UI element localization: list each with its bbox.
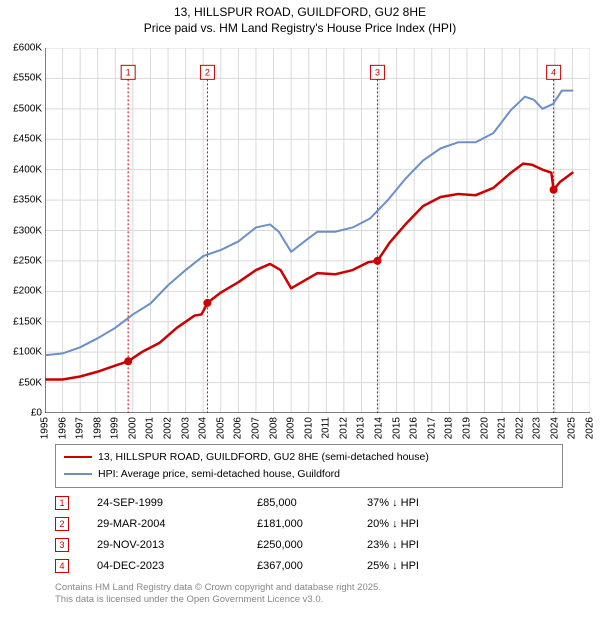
transaction-row: 4 04-DEC-2023£367,00025% ↓ HPI [55, 555, 487, 576]
legend-item: HPI: Average price, semi-detached house,… [64, 466, 554, 483]
x-tick-label: 2015 [391, 417, 402, 439]
y-tick-label: £500K [13, 103, 42, 114]
transaction-date: 24-SEP-1999 [97, 497, 257, 509]
transaction-marker: 3 [55, 538, 69, 552]
legend-item: 13, HILLSPUR ROAD, GUILDFORD, GU2 8HE (s… [64, 449, 554, 466]
x-tick-label: 2021 [497, 417, 508, 439]
transaction-diff: 23% ↓ HPI [367, 539, 487, 551]
transaction-date: 29-MAR-2004 [97, 518, 257, 530]
legend: 13, HILLSPUR ROAD, GUILDFORD, GU2 8HE (s… [55, 444, 563, 488]
x-tick-label: 2016 [409, 417, 420, 439]
attribution-line-2: This data is licensed under the Open Gov… [55, 594, 381, 606]
transaction-marker: 4 [55, 559, 69, 573]
y-tick-label: £600K [13, 43, 42, 54]
transaction-price: £181,000 [257, 518, 367, 530]
y-tick-label: £250K [13, 255, 42, 266]
y-tick-label: £300K [13, 225, 42, 236]
legend-label: 13, HILLSPUR ROAD, GUILDFORD, GU2 8HE (s… [98, 449, 429, 466]
x-tick-label: 2008 [268, 417, 279, 439]
chart-svg: 1 2 3 4 [45, 48, 590, 413]
x-tick-label: 2012 [338, 417, 349, 439]
legend-swatch [64, 456, 92, 458]
svg-text:4: 4 [551, 67, 556, 77]
x-tick-label: 2000 [127, 417, 138, 439]
x-tick-label: 2019 [461, 417, 472, 439]
svg-text:1: 1 [126, 67, 131, 77]
svg-text:3: 3 [375, 67, 380, 77]
legend-label: HPI: Average price, semi-detached house,… [98, 466, 340, 483]
x-tick-label: 2001 [145, 417, 156, 439]
x-tick-label: 1998 [92, 417, 103, 439]
y-tick-label: £150K [13, 316, 42, 327]
y-tick-label: £450K [13, 134, 42, 145]
x-tick-label: 2023 [532, 417, 543, 439]
x-tick-label: 2010 [303, 417, 314, 439]
x-tick-label: 1996 [57, 417, 68, 439]
x-tick-label: 2002 [163, 417, 174, 439]
x-tick-label: 1997 [75, 417, 86, 439]
chart-title-block: 13, HILLSPUR ROAD, GUILDFORD, GU2 8HE Pr… [0, 0, 600, 36]
y-tick-label: £200K [13, 286, 42, 297]
x-tick-label: 1995 [40, 417, 51, 439]
legend-swatch [64, 473, 92, 475]
y-tick-label: £550K [13, 73, 42, 84]
x-tick-label: 2024 [549, 417, 560, 439]
attribution-line-1: Contains HM Land Registry data © Crown c… [55, 582, 381, 594]
x-tick-label: 2017 [426, 417, 437, 439]
transaction-row: 2 29-MAR-2004£181,00020% ↓ HPI [55, 513, 487, 534]
x-tick-label: 2013 [356, 417, 367, 439]
x-tick-label: 2018 [444, 417, 455, 439]
transaction-marker: 2 [55, 517, 69, 531]
transaction-price: £85,000 [257, 497, 367, 509]
svg-text:2: 2 [205, 67, 210, 77]
transactions-table: 1 24-SEP-1999£85,00037% ↓ HPI 2 29-MAR-2004… [55, 492, 487, 576]
transaction-price: £250,000 [257, 539, 367, 551]
chart-container: 13, HILLSPUR ROAD, GUILDFORD, GU2 8HE Pr… [0, 0, 600, 620]
title-line-2: Price paid vs. HM Land Registry's House … [0, 20, 600, 36]
y-tick-label: £400K [13, 164, 42, 175]
transaction-price: £367,000 [257, 560, 367, 572]
x-tick-label: 2014 [374, 417, 385, 439]
x-tick-label: 2003 [180, 417, 191, 439]
x-tick-label: 2025 [567, 417, 578, 439]
x-tick-label: 2011 [321, 417, 332, 439]
y-tick-label: £50K [19, 377, 42, 388]
x-tick-label: 2004 [198, 417, 209, 439]
x-tick-label: 2020 [479, 417, 490, 439]
x-tick-label: 2022 [514, 417, 525, 439]
y-tick-label: £350K [13, 195, 42, 206]
attribution: Contains HM Land Registry data © Crown c… [55, 582, 381, 607]
transaction-row: 1 24-SEP-1999£85,00037% ↓ HPI [55, 492, 487, 513]
transaction-diff: 25% ↓ HPI [367, 560, 487, 572]
transaction-date: 29-NOV-2013 [97, 539, 257, 551]
y-tick-label: £100K [13, 347, 42, 358]
transaction-diff: 20% ↓ HPI [367, 518, 487, 530]
x-tick-label: 2006 [233, 417, 244, 439]
transaction-diff: 37% ↓ HPI [367, 497, 487, 509]
x-tick-label: 2009 [286, 417, 297, 439]
x-tick-label: 1999 [110, 417, 121, 439]
transaction-marker: 1 [55, 496, 69, 510]
title-line-1: 13, HILLSPUR ROAD, GUILDFORD, GU2 8HE [0, 4, 600, 20]
x-tick-label: 2026 [585, 417, 596, 439]
plot-area: £0£50K£100K£150K£200K£250K£300K£350K£400… [45, 48, 590, 413]
transaction-row: 3 29-NOV-2013£250,00023% ↓ HPI [55, 534, 487, 555]
x-tick-label: 2005 [215, 417, 226, 439]
transaction-date: 04-DEC-2023 [97, 560, 257, 572]
x-tick-label: 2007 [250, 417, 261, 439]
